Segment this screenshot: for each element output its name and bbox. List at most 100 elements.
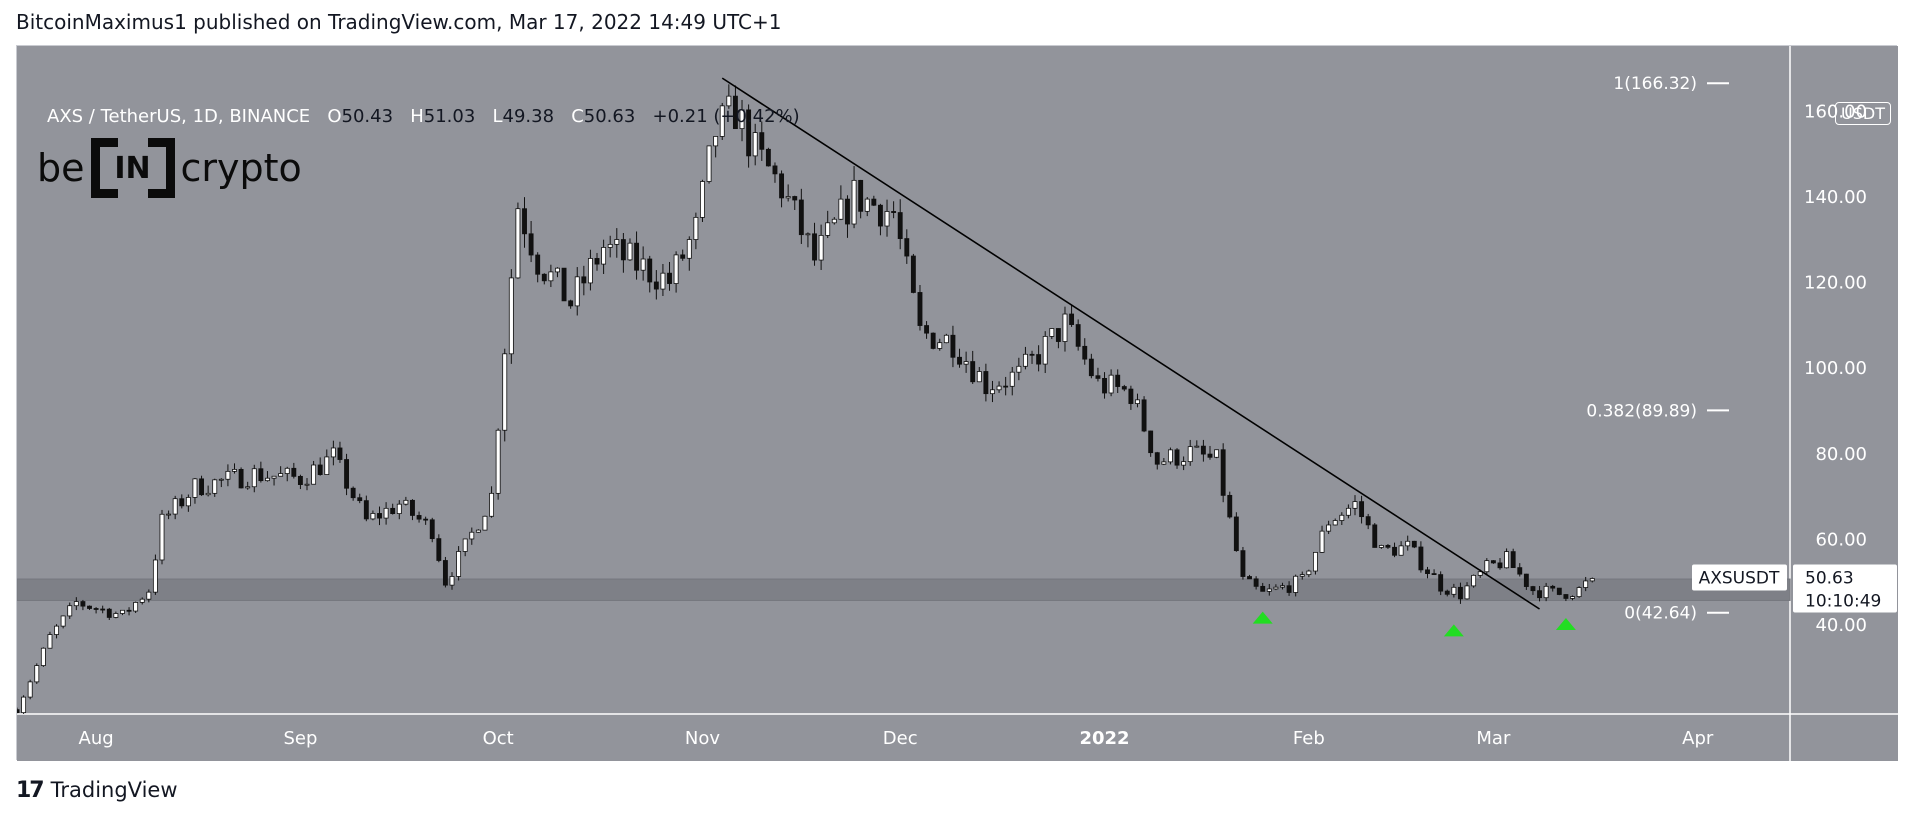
candle [943, 334, 949, 344]
candle [370, 513, 376, 520]
candle [133, 601, 139, 612]
candle [910, 255, 916, 293]
plot-area[interactable] [17, 46, 1790, 714]
candle [1273, 586, 1279, 590]
candle [1233, 516, 1239, 552]
candle [1398, 545, 1404, 556]
candle [297, 475, 303, 485]
symbol-price-tag: AXSUSDT [1699, 568, 1780, 588]
candle [449, 576, 455, 586]
candle [726, 95, 732, 107]
candle [93, 608, 99, 610]
support-test-marker [1252, 611, 1273, 624]
candle [1003, 385, 1009, 388]
candle [713, 136, 719, 147]
candle [1108, 374, 1114, 394]
candle [1009, 371, 1015, 387]
candle [1392, 546, 1397, 556]
candle [937, 342, 943, 349]
candle [390, 507, 396, 515]
candle [245, 486, 251, 489]
candle [831, 218, 837, 224]
candle [1102, 378, 1107, 394]
candle [904, 238, 910, 257]
tradingview-footer-logo[interactable]: 17 TradingView [16, 778, 178, 803]
candle [363, 500, 369, 520]
candle [436, 538, 442, 561]
candle [759, 132, 765, 150]
candle [508, 277, 514, 355]
candle [772, 165, 778, 175]
candle [317, 464, 323, 475]
candle [218, 478, 224, 481]
y-tick-label: 60.00 [1815, 529, 1867, 550]
candle [851, 179, 857, 225]
candle [522, 208, 527, 235]
candle [1556, 587, 1562, 595]
candle [1260, 585, 1266, 592]
candle [1576, 587, 1582, 598]
price-axis-area[interactable] [1790, 46, 1898, 714]
candle [1319, 530, 1325, 553]
time-axis-area[interactable] [17, 714, 1898, 761]
candle [1365, 516, 1371, 526]
candle [1022, 353, 1028, 367]
candle [1240, 550, 1246, 577]
candle [152, 559, 158, 593]
candle [924, 325, 930, 334]
candle [87, 605, 92, 609]
candle [1200, 445, 1206, 455]
candle [1378, 544, 1384, 548]
candle [429, 519, 435, 540]
candle [957, 356, 962, 365]
candle [535, 254, 541, 275]
candle [265, 477, 270, 482]
open-value: 50.43 [341, 106, 394, 127]
bar-countdown: 10:10:49 [1805, 591, 1881, 611]
candle [970, 361, 976, 383]
candle [990, 389, 995, 395]
candle [456, 551, 462, 577]
candle [700, 181, 705, 218]
candle [1148, 430, 1154, 454]
candle [667, 272, 672, 284]
candle [1042, 336, 1048, 365]
candle [1167, 449, 1173, 463]
tradingview-logo-text: TradingView [50, 778, 178, 802]
candle [996, 385, 1002, 391]
candle [1280, 585, 1285, 588]
candle [324, 456, 330, 475]
candle [106, 608, 112, 618]
candle [1411, 540, 1417, 548]
symbol-legend[interactable]: AXS / TetherUS, 1D, BINANCE O50.43 H51.0… [47, 106, 800, 127]
candle [1128, 388, 1134, 404]
candle [1523, 573, 1529, 587]
candle [614, 239, 620, 245]
x-tick-label: Apr [1682, 728, 1714, 749]
candle [1550, 585, 1556, 589]
candle [47, 634, 53, 649]
currency-badge[interactable]: USDT [1835, 102, 1891, 125]
price-chart[interactable]: 1(166.32) 0.382(89.89) 0(42.64) 40.00 60.00… [17, 46, 1898, 761]
candle [311, 464, 317, 485]
brand-in-text: IN [114, 150, 151, 186]
candle [746, 109, 752, 157]
candle [673, 254, 679, 284]
candle [1543, 585, 1549, 599]
x-tick-label: Aug [79, 728, 114, 749]
publisher-caption: BitcoinMaximus1 published on TradingView… [16, 10, 782, 34]
candle [1451, 586, 1457, 595]
candle [1286, 585, 1292, 593]
candle [647, 258, 653, 283]
candle [159, 513, 165, 561]
support-test-marker [1555, 618, 1576, 630]
candle [891, 211, 897, 213]
candle [825, 222, 831, 236]
x-tick-label: Feb [1293, 728, 1325, 749]
candle [1299, 574, 1305, 577]
candle [706, 145, 712, 182]
descending-trendline[interactable] [721, 77, 1540, 610]
candle [1326, 524, 1332, 532]
candle [561, 267, 567, 302]
candle [845, 198, 850, 225]
